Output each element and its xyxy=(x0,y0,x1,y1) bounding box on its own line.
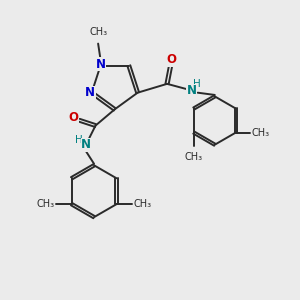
Text: H: H xyxy=(193,79,200,89)
Text: N: N xyxy=(85,86,95,99)
Text: H: H xyxy=(75,135,82,145)
Text: O: O xyxy=(68,111,78,124)
Text: CH₃: CH₃ xyxy=(185,152,203,162)
Text: N: N xyxy=(81,138,91,151)
Text: N: N xyxy=(187,84,197,98)
Text: CH₃: CH₃ xyxy=(37,199,55,209)
Text: CH₃: CH₃ xyxy=(89,27,107,37)
Text: O: O xyxy=(166,53,176,66)
Text: CH₃: CH₃ xyxy=(252,128,270,138)
Text: CH₃: CH₃ xyxy=(133,199,152,209)
Text: N: N xyxy=(95,58,106,71)
